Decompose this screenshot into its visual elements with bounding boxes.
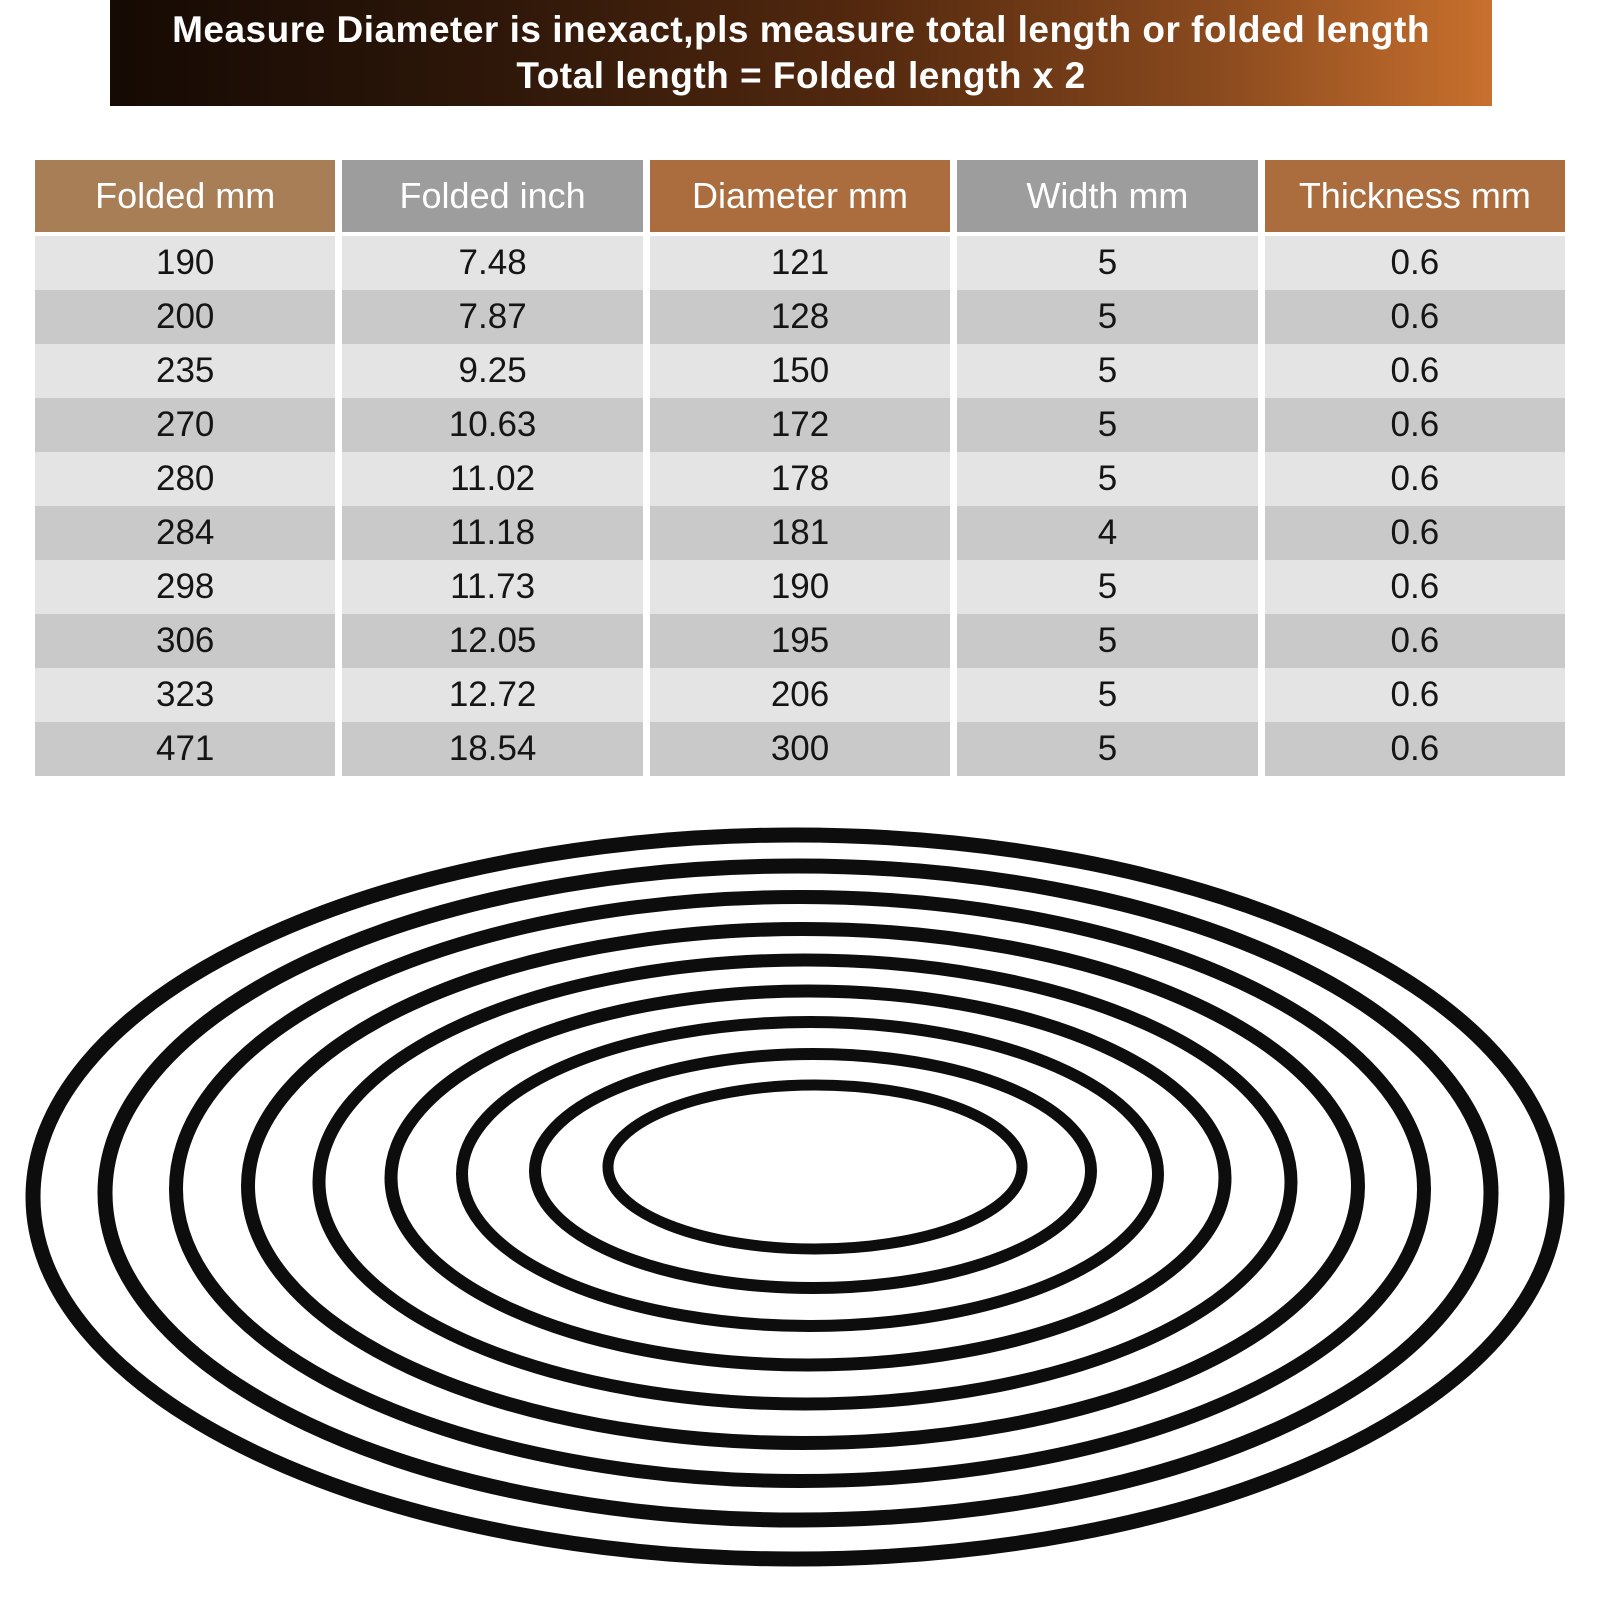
table-cell: 300 bbox=[649, 722, 951, 776]
table-cell: 200 bbox=[35, 290, 336, 344]
table-cell: 306 bbox=[35, 614, 336, 668]
belt-ring bbox=[384, 984, 1232, 1372]
table-row: 306 12.05 195 5 0.6 bbox=[35, 614, 1566, 668]
banner-line2: Total length = Folded length x 2 bbox=[516, 55, 1086, 96]
table-cell: 12.05 bbox=[342, 614, 643, 668]
table-cell: 298 bbox=[35, 560, 336, 614]
table-cell: 12.72 bbox=[342, 668, 643, 722]
table-cell: 7.87 bbox=[342, 290, 643, 344]
table-cell: 235 bbox=[35, 344, 336, 398]
column-header: Diameter mm bbox=[649, 160, 951, 232]
belt-ring bbox=[169, 890, 1431, 1488]
table-cell: 10.63 bbox=[342, 398, 643, 452]
table-cell: 284 bbox=[35, 506, 336, 560]
table-cell: 4 bbox=[957, 506, 1258, 560]
table-cell: 5 bbox=[957, 452, 1258, 506]
table-cell: 7.48 bbox=[342, 236, 643, 290]
table-cell: 0.6 bbox=[1264, 236, 1566, 290]
table-cell: 323 bbox=[35, 668, 336, 722]
table-cell: 0.6 bbox=[1264, 560, 1566, 614]
table-cell: 11.02 bbox=[342, 452, 643, 506]
table-cell: 5 bbox=[957, 398, 1258, 452]
belt-ring bbox=[97, 858, 1499, 1528]
table-cell: 190 bbox=[35, 236, 336, 290]
banner: Measure Diameter is inexact,pls measure … bbox=[110, 0, 1492, 106]
belt-ring bbox=[25, 827, 1565, 1567]
table-cell: 5 bbox=[957, 614, 1258, 668]
table-cell: 11.73 bbox=[342, 560, 643, 614]
table-row: 471 18.54 300 5 0.6 bbox=[35, 722, 1566, 776]
table-row: 298 11.73 190 5 0.6 bbox=[35, 560, 1566, 614]
table-cell: 5 bbox=[957, 344, 1258, 398]
table-row: 270 10.63 172 5 0.6 bbox=[35, 398, 1566, 452]
table-cell: 270 bbox=[35, 398, 336, 452]
table-row: 280 11.02 178 5 0.6 bbox=[35, 452, 1566, 506]
table-cell: 5 bbox=[957, 290, 1258, 344]
belt-ring bbox=[602, 1079, 1028, 1255]
belt-ring bbox=[241, 922, 1365, 1450]
table-cell: 0.6 bbox=[1264, 506, 1566, 560]
table-cell: 0.6 bbox=[1264, 344, 1566, 398]
table-cell: 0.6 bbox=[1264, 722, 1566, 776]
table-cell: 0.6 bbox=[1264, 668, 1566, 722]
table-row: 235 9.25 150 5 0.6 bbox=[35, 344, 1566, 398]
table-cell: 206 bbox=[649, 668, 951, 722]
column-header: Width mm bbox=[957, 160, 1258, 232]
table-cell: 0.6 bbox=[1264, 452, 1566, 506]
column-header: Folded mm bbox=[35, 160, 336, 232]
table-cell: 150 bbox=[649, 344, 951, 398]
belt-ring bbox=[456, 1016, 1164, 1332]
table-cell: 5 bbox=[957, 560, 1258, 614]
column-header: Folded inch bbox=[342, 160, 643, 232]
table-cell: 11.18 bbox=[342, 506, 643, 560]
table-row: 190 7.48 121 5 0.6 bbox=[35, 236, 1566, 290]
table-cell: 190 bbox=[649, 560, 951, 614]
table-cell: 18.54 bbox=[342, 722, 643, 776]
table-cell: 121 bbox=[649, 236, 951, 290]
table-cell: 471 bbox=[35, 722, 336, 776]
table-cell: 5 bbox=[957, 722, 1258, 776]
table-cell: 9.25 bbox=[342, 344, 643, 398]
table-cell: 195 bbox=[649, 614, 951, 668]
table-cell: 128 bbox=[649, 290, 951, 344]
table-row: 323 12.72 206 5 0.6 bbox=[35, 668, 1566, 722]
table-cell: 0.6 bbox=[1264, 290, 1566, 344]
banner-line1: Measure Diameter is inexact,pls measure … bbox=[172, 9, 1430, 50]
column-header: Thickness mm bbox=[1264, 160, 1566, 232]
table-cell: 5 bbox=[957, 236, 1258, 290]
table-cell: 172 bbox=[649, 398, 951, 452]
size-table: Folded mm Folded inch Diameter mm Width mm T… bbox=[35, 160, 1566, 776]
table-row: 284 11.18 181 4 0.6 bbox=[35, 506, 1566, 560]
belt-ring bbox=[529, 1048, 1097, 1294]
belt-ring bbox=[312, 953, 1298, 1411]
table-cell: 178 bbox=[649, 452, 951, 506]
table-cell: 280 bbox=[35, 452, 336, 506]
table-cell: 0.6 bbox=[1264, 614, 1566, 668]
table-header-row: Folded mm Folded inch Diameter mm Width mm T… bbox=[35, 160, 1566, 232]
table-cell: 181 bbox=[649, 506, 951, 560]
table-cell: 0.6 bbox=[1264, 398, 1566, 452]
table-cell: 5 bbox=[957, 668, 1258, 722]
table-row: 200 7.87 128 5 0.6 bbox=[35, 290, 1566, 344]
